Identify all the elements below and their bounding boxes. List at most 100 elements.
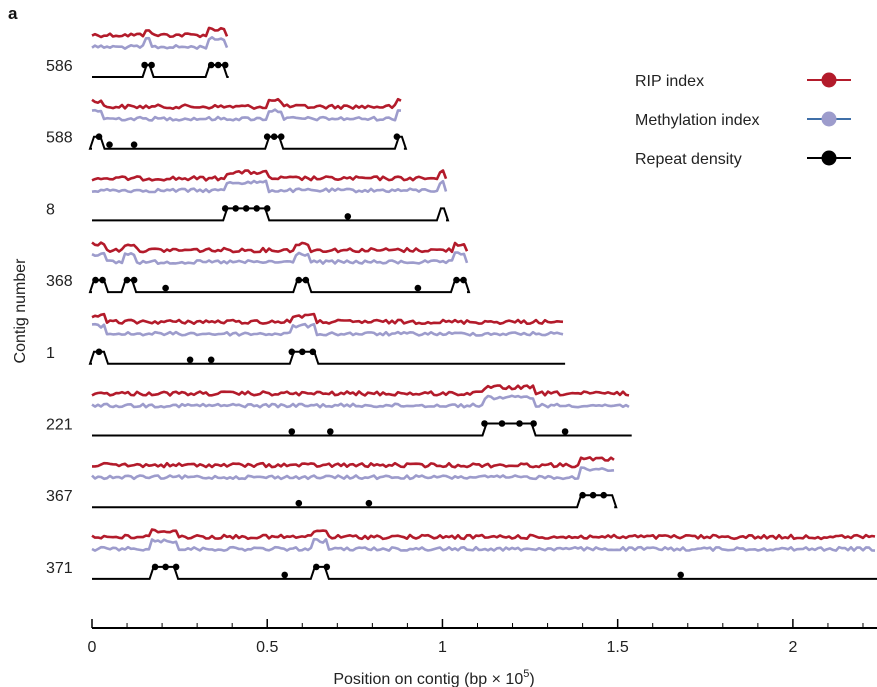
repeat-point [600,491,607,499]
repeat-point [561,428,569,435]
rip-index-line [91,312,564,326]
rip-index-line [91,97,402,110]
contig-8: 8 [46,169,450,222]
repeat-point [162,284,169,292]
rip-index-line [91,169,448,182]
panel-letter: a [8,4,18,23]
rip-index-line [92,456,615,469]
repeat-point [530,420,537,427]
methylation-index-line [91,394,630,409]
x-tick-label: 0 [88,639,97,656]
repeat-point [299,348,306,356]
repeat-density-line [92,207,450,222]
methylation-index-line [91,35,229,50]
repeat-point [327,428,334,435]
y-axis-title: Contig number [12,258,29,364]
repeat-density-line [88,135,408,150]
rip-index-line [91,528,876,541]
x-tick-label: 0.5 [256,639,278,656]
x-axis-title: Position on contig (bp × 105) [333,668,534,687]
repeat-point [414,284,422,292]
repeat-point [313,563,320,571]
x-tick-label: 1.5 [607,639,629,656]
repeat-point [365,499,373,507]
repeat-point [263,133,271,140]
repeat-point [151,563,159,571]
repeat-density-line [92,494,618,509]
repeat-density-line [92,422,632,437]
repeat-point [270,133,278,140]
repeat-point [232,205,239,212]
repeat-point [242,205,250,212]
repeat-point [589,491,597,499]
repeat-point [99,276,106,284]
repeat-point [677,571,684,579]
repeat-point [453,276,460,284]
contig-368: 368 [46,241,471,294]
x-axis: 0 0.5 1 1.5 2 [88,619,877,656]
repeat-point [302,276,310,284]
methylation-index-line [91,322,564,337]
contig-221: 221 [46,384,632,437]
repeat-point [323,563,331,571]
repeat-point [172,563,180,571]
legend-label-repeat: Repeat density [635,151,742,168]
repeat-point [460,276,467,284]
contig-367: 367 [46,456,618,509]
x-tick-label: 2 [788,639,797,656]
contig-label: 8 [46,201,55,218]
rip-index-line [91,241,469,254]
contig-tracks: 586 588 8 368 1 221 367 371 [46,26,877,580]
repeat-point [579,491,586,499]
repeat-point [130,276,138,284]
repeat-point [130,141,138,148]
legend-label-rip: RIP index [635,73,704,90]
repeat-point [393,133,401,140]
contig-label: 586 [46,58,73,75]
contig-label: 221 [46,417,73,434]
repeat-point [516,420,523,427]
repeat-point [309,348,317,356]
repeat-point [207,356,215,364]
repeat-point [277,133,285,140]
repeat-point [106,141,113,148]
repeat-point [141,61,148,69]
contig-label: 368 [46,273,73,290]
repeat-point [214,61,222,69]
methylation-index-line [91,179,448,194]
repeat-point [148,61,155,69]
repeat-point [221,205,229,212]
contig-label: 371 [46,560,73,577]
methylation-index-line [91,466,615,481]
methylation-index-line [91,537,876,552]
repeat-point [186,356,194,364]
repeat-point [207,61,215,69]
rip-index-line [91,384,630,397]
legend-marker-methylation [821,111,837,127]
contig-label: 588 [46,130,73,147]
contig-label: 1 [46,345,55,362]
repeat-density-line [88,279,471,294]
contig-586: 586 [46,26,229,78]
repeat-point [288,348,296,356]
repeat-point [281,571,289,579]
repeat-point [162,563,169,571]
rip-index-line [91,26,229,39]
repeat-point [253,205,260,212]
repeat-point [221,61,229,69]
methylation-index-line [91,251,469,266]
repeat-point [92,276,99,284]
repeat-point [288,428,296,435]
legend-marker-repeat [821,150,837,166]
repeat-density-line [92,64,229,78]
repeat-density-line [92,565,877,580]
repeat-point [295,276,303,284]
repeat-point [295,499,303,507]
methylation-index-line [91,108,402,122]
legend: RIP index Methylation index Repeat density [635,72,851,168]
contig-371: 371 [46,528,877,580]
contig-1: 1 [46,312,566,365]
repeat-point [481,420,488,427]
repeat-point [123,276,131,284]
